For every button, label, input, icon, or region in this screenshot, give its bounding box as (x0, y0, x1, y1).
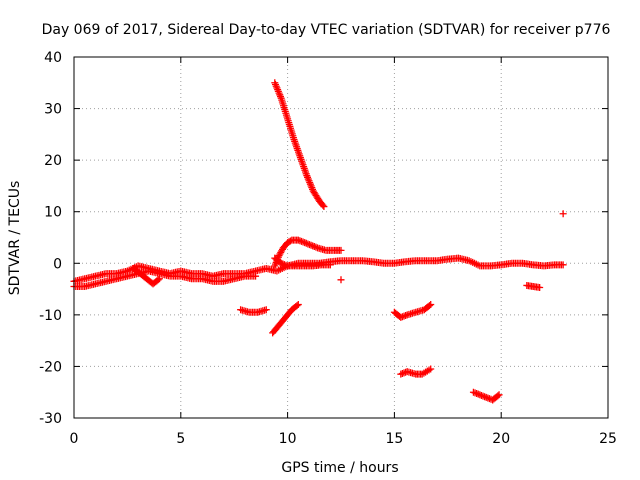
series-seg-19h (469, 388, 503, 404)
x-tick-label: 5 (176, 431, 185, 447)
data-point (286, 237, 294, 245)
series-baseline-lower (70, 267, 260, 290)
series-seg-15h (390, 301, 435, 321)
x-tick-label: 20 (492, 431, 510, 447)
data-point (293, 302, 301, 310)
series-seg-16h (397, 365, 435, 378)
data-point (337, 246, 345, 254)
y-axis-label: SDTVAR / TECUs (7, 181, 23, 296)
data-point (427, 365, 435, 373)
data-point (494, 392, 502, 400)
data-point (319, 201, 327, 209)
series-arc-lower (271, 254, 334, 270)
data-point (425, 302, 433, 310)
y-tick-label: -10 (39, 308, 62, 324)
plot-frame (73, 56, 609, 419)
data-point (536, 284, 544, 292)
series-rise-10h (269, 301, 302, 337)
series-isolated-points (337, 210, 567, 284)
data-point (320, 203, 328, 211)
x-tick-label: 10 (279, 431, 297, 447)
grid-lines (74, 57, 608, 418)
data-series (70, 79, 567, 404)
x-tick-label: 0 (70, 431, 79, 447)
data-point (337, 276, 345, 284)
y-tick-label: 10 (44, 205, 62, 221)
y-tick-label: 40 (44, 50, 62, 66)
data-point (294, 301, 302, 309)
series-seg-8h (237, 306, 270, 316)
data-point (252, 272, 260, 280)
series-steep-descent (271, 79, 328, 211)
y-tick-label: 0 (53, 256, 62, 272)
y-tick-label: -30 (39, 411, 62, 427)
series-dip-3h (130, 264, 163, 288)
data-point (559, 210, 567, 218)
data-point (262, 306, 270, 314)
x-tick-label: 15 (385, 431, 403, 447)
y-tick-label: 20 (44, 153, 62, 169)
data-point (154, 276, 162, 284)
y-tick-label: 30 (44, 102, 62, 118)
data-point (559, 261, 567, 269)
data-point (326, 261, 334, 269)
y-tick-label: -20 (39, 359, 62, 375)
x-tick-label: 25 (599, 431, 617, 447)
data-point (427, 301, 435, 309)
data-point (495, 391, 503, 399)
axis-ticks: 0 5 10 15 20 25 -30 -20 -10 0 10 20 30 40 (39, 50, 617, 447)
series-seg-21h (523, 281, 544, 292)
chart-title: Day 069 of 2017, Sidereal Day-to-day VTE… (42, 22, 611, 38)
data-point (155, 275, 163, 283)
x-axis-label: GPS time / hours (281, 460, 398, 476)
